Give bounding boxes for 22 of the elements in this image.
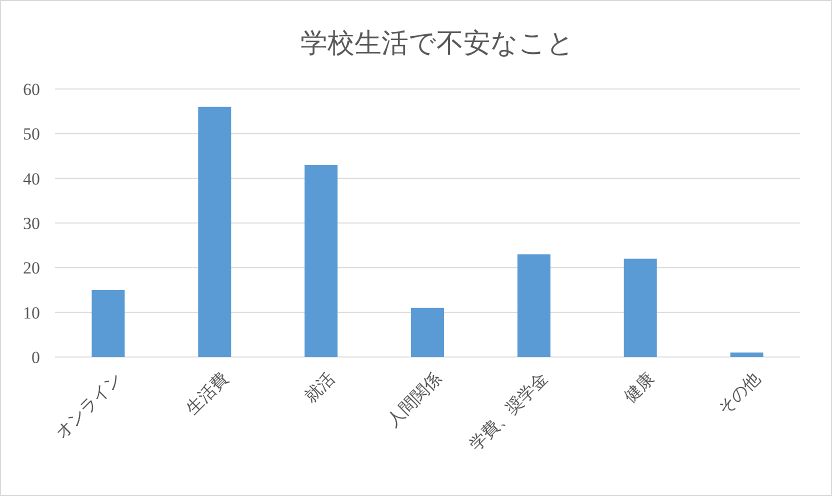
bar	[304, 164, 338, 357]
y-tick-label: 10	[23, 303, 40, 322]
bar	[411, 308, 444, 357]
bar	[730, 352, 764, 357]
y-tick-label: 60	[23, 80, 40, 99]
bar	[92, 290, 125, 357]
y-tick-label: 40	[23, 169, 40, 188]
x-tick-label: その他	[714, 368, 764, 418]
x-tick-label: 生活費	[182, 368, 232, 418]
x-tick-label: 就活	[300, 368, 338, 406]
y-tick-label: 20	[23, 258, 40, 278]
x-tick-label: オンライン	[52, 368, 126, 442]
bar	[624, 258, 657, 357]
bar	[198, 106, 232, 357]
y-tick-label: 0	[32, 348, 40, 367]
y-tick-label: 30	[23, 214, 40, 233]
chart-title: 学校生活で不安なこと	[300, 28, 574, 58]
bar	[517, 254, 550, 357]
x-tick-label: 健康	[620, 368, 658, 406]
x-tick-label: 人間関係	[383, 368, 445, 430]
y-tick-label: 50	[23, 124, 40, 144]
x-tick-label: 学費、奨学金	[466, 368, 552, 454]
